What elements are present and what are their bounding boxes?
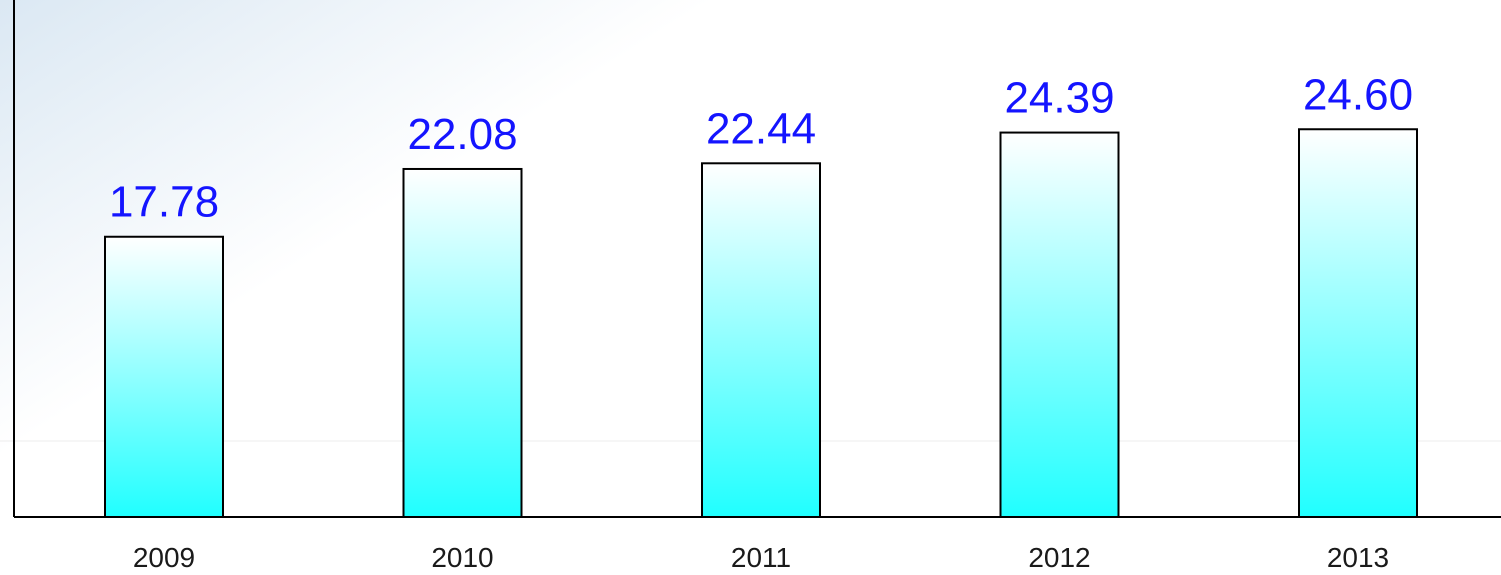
value-labels-group: 17.78 22.08 22.44 24.39 24.60 [109, 70, 1413, 226]
x-tick-label-2010: 2010 [431, 542, 493, 573]
value-label-2010: 22.08 [407, 110, 517, 159]
value-label-2011: 22.44 [706, 104, 816, 153]
bar-2012 [999, 131, 1120, 518]
value-label-2012: 24.39 [1004, 74, 1114, 123]
bar-2009 [104, 235, 224, 518]
x-tick-labels-group: 2009 2010 2011 2012 2013 [133, 542, 1389, 573]
x-tick-label-2011: 2011 [731, 542, 791, 573]
bar-2011 [701, 162, 821, 518]
bar-2010 [402, 167, 523, 518]
x-tick-label-2013: 2013 [1327, 542, 1389, 573]
x-tick-label-2009: 2009 [133, 542, 195, 573]
bar-2013 [1298, 128, 1418, 518]
value-label-2009: 17.78 [109, 178, 219, 227]
value-label-2013: 24.60 [1303, 70, 1413, 119]
x-tick-label-2012: 2012 [1028, 542, 1090, 573]
